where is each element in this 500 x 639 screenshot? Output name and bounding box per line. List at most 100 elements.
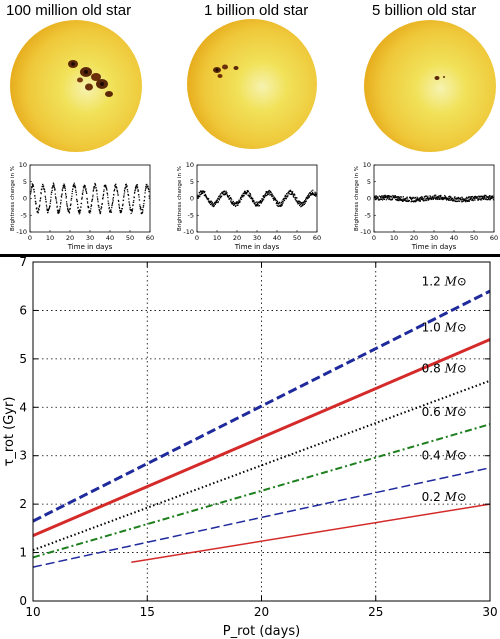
lightcurve-point bbox=[76, 198, 78, 200]
lightcurve-point bbox=[384, 194, 386, 196]
lightcurve-point bbox=[31, 184, 34, 186]
x-tick-label: 40 bbox=[106, 234, 114, 242]
lightcurve-point bbox=[381, 199, 384, 201]
lightcurve-point bbox=[418, 198, 420, 200]
lightcurve-point bbox=[229, 198, 231, 200]
lightcurve-point bbox=[482, 196, 484, 198]
lightcurve-point bbox=[482, 198, 485, 200]
x-tick-label: 40 bbox=[273, 234, 281, 242]
lightcurve-point bbox=[275, 202, 277, 205]
lightcurve-point bbox=[442, 196, 444, 199]
lightcurve-point bbox=[114, 185, 116, 187]
lightcurve-point bbox=[296, 201, 299, 203]
lightcurve-point bbox=[484, 198, 486, 201]
lightcurve-point bbox=[232, 201, 234, 203]
lightcurve-point bbox=[103, 189, 105, 191]
lightcurve-point bbox=[276, 200, 279, 203]
lightcurve-point bbox=[301, 204, 304, 207]
lightcurve-point bbox=[259, 199, 262, 202]
lightcurve-point bbox=[463, 199, 465, 202]
lightcurve-point bbox=[297, 202, 299, 204]
lightcurve-point bbox=[82, 189, 84, 191]
lightcurve-point bbox=[76, 200, 78, 202]
lightcurve-point bbox=[223, 191, 226, 193]
lightcurve-point bbox=[453, 200, 455, 202]
lightcurve-point bbox=[243, 193, 245, 195]
lightcurve-point bbox=[260, 201, 262, 203]
lightcurve-point bbox=[251, 196, 253, 198]
lightcurve-point bbox=[401, 196, 403, 198]
lightcurve-point bbox=[387, 198, 389, 200]
lightcurve-point bbox=[489, 195, 491, 197]
lightcurve-point bbox=[261, 198, 263, 200]
lightcurve-point bbox=[314, 194, 316, 196]
lightcurve-point bbox=[245, 191, 247, 193]
lightcurve-point bbox=[102, 198, 104, 200]
lightcurve-point bbox=[135, 185, 137, 187]
lightcurve-point bbox=[405, 199, 407, 201]
lightcurve-point bbox=[400, 199, 402, 201]
lightcurve-point bbox=[214, 202, 216, 204]
lightcurve-point bbox=[462, 198, 464, 201]
lightcurve-point bbox=[42, 183, 44, 186]
lightcurve-point bbox=[52, 185, 54, 187]
lightcurve-point bbox=[490, 195, 492, 197]
series-line bbox=[131, 503, 491, 564]
lightcurve-point bbox=[137, 190, 139, 193]
star-disk-surface bbox=[364, 20, 496, 152]
y-tick-label: -5 bbox=[365, 211, 371, 219]
lightcurve-point bbox=[215, 200, 218, 202]
y-tick-label: 3 bbox=[19, 449, 27, 463]
lightcurve-point bbox=[209, 200, 211, 202]
lightcurve-point bbox=[485, 194, 487, 197]
lightcurve-point bbox=[75, 191, 77, 193]
lightcurve-point bbox=[387, 196, 389, 198]
lightcurve-point bbox=[427, 198, 429, 200]
lightcurve-point bbox=[54, 193, 56, 195]
lightcurve-point bbox=[311, 194, 313, 196]
lightcurve-point bbox=[213, 205, 215, 207]
lightcurve-point bbox=[55, 199, 57, 201]
lightcurve-point bbox=[99, 211, 101, 213]
lightcurve-point bbox=[436, 197, 438, 199]
lightcurve-point bbox=[147, 187, 149, 189]
lightcurve-point bbox=[376, 198, 378, 200]
lightcurve-point bbox=[61, 194, 63, 196]
lightcurve-point bbox=[80, 202, 83, 205]
lightcurve-point bbox=[425, 198, 427, 200]
lightcurve-point bbox=[123, 193, 125, 195]
lightcurve-point bbox=[266, 191, 268, 193]
lightcurve-point bbox=[71, 192, 73, 195]
lightcurve-point bbox=[300, 206, 302, 208]
lightcurve-point bbox=[285, 197, 287, 199]
lightcurve-point bbox=[81, 196, 83, 198]
lightcurve-point bbox=[112, 197, 114, 199]
lightcurve-point bbox=[261, 201, 263, 203]
star-disk-surface bbox=[10, 20, 142, 152]
lightcurve-point bbox=[310, 193, 312, 196]
lightcurve-point bbox=[84, 185, 86, 187]
lightcurve-point bbox=[488, 196, 491, 198]
lightcurve-points-1 bbox=[30, 182, 150, 215]
lightcurve-point bbox=[223, 193, 225, 195]
lightcurve-point bbox=[478, 197, 480, 200]
lightcurve-point bbox=[98, 206, 100, 209]
lightcurve-point bbox=[59, 208, 61, 210]
lightcurve-point bbox=[109, 210, 112, 212]
lightcurve-point bbox=[312, 192, 314, 195]
sunspots-medium bbox=[213, 64, 239, 78]
lightcurve-point bbox=[401, 198, 403, 201]
lightcurve-point bbox=[457, 198, 459, 200]
series-label: 0.6 M⊙ bbox=[422, 405, 467, 419]
lightcurve-point bbox=[434, 194, 436, 196]
lightcurve-point bbox=[94, 182, 96, 185]
lightcurve-point bbox=[461, 201, 463, 203]
lightcurve-point bbox=[464, 200, 466, 202]
lightcurve-point bbox=[33, 188, 35, 190]
series-label: 0.8 M⊙ bbox=[422, 362, 467, 376]
x-tick-label: 25 bbox=[368, 605, 383, 619]
lightcurve-point bbox=[96, 189, 98, 191]
lightcurve-point bbox=[487, 196, 489, 199]
lightcurve-point bbox=[65, 192, 67, 195]
